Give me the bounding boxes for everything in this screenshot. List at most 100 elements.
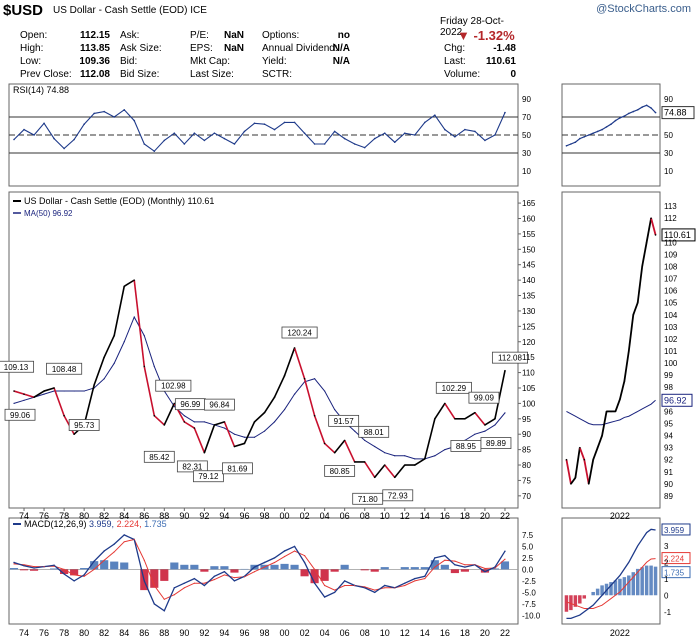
macd-x-tick-label: 06 [340,628,350,638]
price-zoom-tick-label: 101 [664,347,678,356]
price-zoom-tick-label: 105 [664,299,678,308]
ma-point [314,378,316,380]
price-point [454,417,456,420]
price-point [203,451,206,454]
macd-point [424,575,426,577]
price-zoom-tick-label: 95 [664,419,673,428]
col4-label: SCTR: [262,69,292,80]
price-segment [43,387,55,392]
macd-zoom-hist-bar [564,595,569,612]
price-segment [464,411,476,420]
price-point [474,411,476,414]
ma-point [273,421,276,423]
price-segment [13,390,25,395]
ma-last-label: 96.92 [664,395,687,405]
price-zoom-point [623,380,626,383]
col1-value: 109.36 [79,56,110,67]
price-point [43,390,45,392]
price-zoom-segment [601,411,608,436]
price-zoom-segment [592,447,599,461]
rsi-point [33,134,35,136]
macd-signal-point [213,578,216,581]
macd-signal-point [384,587,386,589]
price-zoom-segment [614,399,621,412]
macd-x-tick-label: 20 [480,628,490,638]
price-zoom-segment [623,350,630,382]
price-point [183,421,186,423]
macd-hist-bar [360,569,369,571]
col5-label: Last: [444,56,466,67]
macd-zoom-value-label: 3.959 [664,526,685,535]
price-tick-label: 160 [522,214,536,223]
macd-hist-bar [210,566,219,570]
price-x-tick-label: 02 [300,511,310,521]
price-segment [153,415,165,426]
price-point [13,390,15,392]
price-panel [8,191,519,509]
ma-point [374,445,376,448]
price-tick-label: 90 [522,430,531,439]
ma-point [183,415,185,417]
stockcharts-watermark[interactable]: @StockCharts.com [596,3,691,15]
price-segment [113,286,126,336]
price-annotation-box [0,360,35,373]
price-segment [193,427,206,453]
price-annotation-label: 89.89 [486,439,507,448]
price-annotation-label: 108.48 [52,365,77,374]
price-segment [374,464,386,478]
price-x-tick-label: 78 [59,511,69,521]
col1-label: Open: [20,30,48,41]
macd-signal-point [133,538,135,541]
rsi-point [444,128,446,131]
price-point [213,424,216,426]
macd-hist-bar [380,567,389,570]
rsi-line [13,109,506,152]
macd-hist-bar [9,568,19,570]
rsi-point [203,139,206,142]
price-annotation-label: 120.24 [287,329,312,338]
macd-point [323,596,326,598]
ma-point [253,436,256,438]
price-zoom-point [587,483,590,485]
rsi-zoom-point [632,110,635,113]
price-annotation-label: 82.31 [182,462,203,471]
price-point [283,374,286,377]
macd-hist-bar [460,569,469,572]
price-point [273,396,276,399]
macd-x-tick-label: 10 [380,628,390,638]
price-x-tick-label: 14 [420,511,430,521]
macd-point [434,557,436,559]
price-x-tick-label: 08 [360,511,370,521]
price-annotation-label: 99.06 [10,411,31,420]
macd-hist-bar [150,569,159,588]
rsi-zoom-point [587,134,590,136]
rsi-zoom-point [605,126,608,128]
ma-point [23,399,25,401]
macd-tick-label: 5.0 [522,542,534,551]
macd-hist-bar [280,563,289,570]
col3-label: Mkt Cap: [190,56,231,67]
ma-zoom-line [566,399,656,426]
macd-hist-bar [50,568,59,570]
rsi-point [454,136,456,138]
rsi-point [373,137,376,140]
macd-x-tick-label: 86 [139,628,149,638]
macd-signal-point [83,575,85,577]
price-zoom-point [632,313,635,316]
macd-signal-point [253,571,256,573]
macd-point [73,580,75,582]
price-segment [143,366,156,416]
price-zoom-point [583,458,586,461]
price-point [63,414,65,417]
macd-hist-bar [370,569,379,572]
ma-point [153,365,155,368]
macd-x-tick-label: 14 [420,628,430,638]
price-point [143,365,146,368]
rsi-point [474,130,476,133]
rsi-zoom-point [574,141,577,143]
price-segment [203,424,216,453]
rsi-point [283,121,286,124]
macd-zoom-tick-label: -1 [664,608,672,617]
macd-signal-point [163,598,165,600]
price-zoom-segment [619,380,626,400]
